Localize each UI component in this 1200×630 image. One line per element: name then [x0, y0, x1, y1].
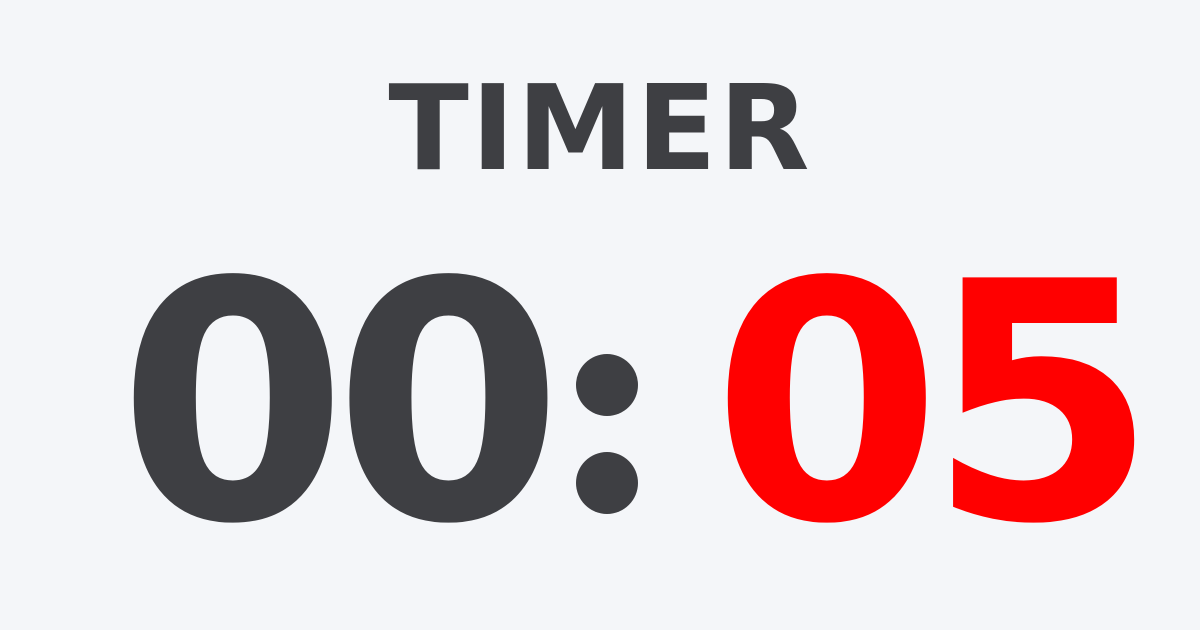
minutes-display: 00	[118, 244, 508, 564]
timer-title: TIMER	[0, 48, 1200, 208]
seconds-display: 05	[712, 244, 1102, 564]
colon-separator	[572, 354, 642, 524]
colon-dot-top	[576, 354, 638, 416]
colon-dot-bottom	[576, 452, 638, 514]
timer-clock: 00 05	[0, 244, 1200, 564]
